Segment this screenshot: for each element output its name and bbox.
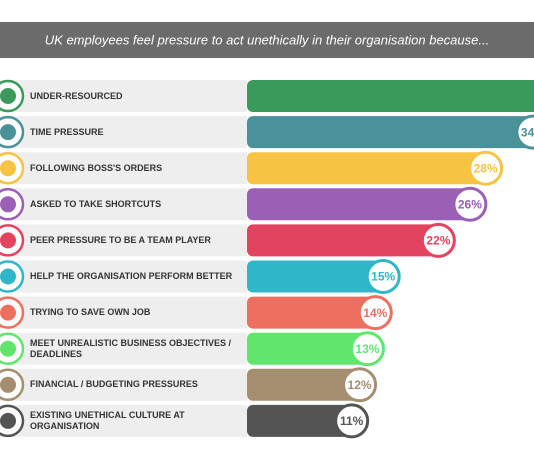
chart-title: UK employees feel pressure to act unethi… — [45, 32, 489, 47]
icon-dot — [0, 304, 16, 321]
value-label: 13% — [355, 342, 379, 356]
value-badge — [515, 114, 534, 150]
label-box: FINANCIAL / BUDGETING PRESSURES — [30, 379, 198, 390]
value-badge — [452, 186, 488, 222]
icon-dot — [0, 268, 16, 285]
bar — [247, 296, 376, 329]
icon-dot — [0, 160, 16, 177]
category-label: HELP THE ORGANISATION PERFORM BETTER — [30, 271, 233, 281]
label-box: FOLLOWING BOSS'S ORDERS — [30, 162, 163, 173]
label-box: PEER PRESSURE TO BE A TEAM PLAYER — [30, 234, 211, 245]
label-box: EXISTING UNETHICAL CULTURE AT ORGANISATI… — [30, 409, 185, 431]
bar — [247, 260, 384, 293]
label-band — [0, 224, 247, 257]
label-band — [0, 296, 247, 329]
category-label: FOLLOWING BOSS'S ORDERS — [30, 162, 163, 173]
label-band — [0, 116, 247, 149]
label-band — [0, 188, 247, 221]
category-label: EXISTING UNETHICAL CULTURE AT ORGANISATI… — [30, 409, 185, 431]
value-label: 14% — [363, 306, 387, 320]
label-box: TIME PRESSURE — [30, 126, 104, 137]
value-badge — [334, 403, 370, 439]
bar — [247, 332, 368, 365]
label-box: MEET UNREALISTIC BUSINESS OBJECTIVES / D… — [30, 337, 232, 359]
value-label: 26% — [458, 197, 482, 211]
bar — [247, 188, 470, 221]
icon-dot — [0, 412, 16, 429]
value-badge — [365, 259, 401, 294]
icon-dot — [0, 376, 16, 393]
bar — [247, 224, 439, 257]
bar — [247, 404, 352, 437]
value-label: 28% — [474, 161, 498, 175]
icon-dot — [0, 124, 16, 141]
icon-dot — [0, 196, 16, 213]
label-band — [0, 332, 247, 365]
category-label: MEET UNREALISTIC BUSINESS OBJECTIVES / D… — [30, 337, 232, 359]
bar — [247, 368, 360, 401]
value-badge — [342, 367, 378, 403]
label-band — [0, 404, 247, 437]
title-banner — [0, 22, 534, 58]
bar — [247, 80, 534, 112]
label-band — [0, 80, 247, 112]
category-label: TIME PRESSURE — [30, 126, 104, 137]
value-badge — [420, 222, 456, 258]
category-label: FINANCIAL / BUDGETING PRESSURES — [30, 379, 198, 390]
value-label: 11% — [340, 414, 364, 428]
value-label: 22% — [426, 234, 450, 248]
value-badge — [349, 331, 385, 367]
category-label: PEER PRESSURE TO BE A TEAM PLAYER — [30, 234, 211, 245]
value-label: 34% — [521, 125, 534, 139]
label-band — [0, 260, 247, 293]
value-badge — [357, 295, 393, 331]
icon-dot — [0, 88, 16, 104]
value-label: 12% — [348, 378, 372, 392]
label-box: TRYING TO SAVE OWN JOB — [30, 307, 151, 318]
label-box: UNDER-RESOURCED — [30, 90, 123, 101]
category-label: UNDER-RESOURCED — [30, 90, 123, 101]
label-band — [0, 368, 247, 401]
category-label: TRYING TO SAVE OWN JOB — [30, 307, 151, 318]
label-band — [0, 152, 247, 185]
label-box: HELP THE ORGANISATION PERFORM BETTER — [30, 271, 233, 281]
label-box: ASKED TO TAKE SHORTCUTS — [30, 198, 162, 209]
bar — [247, 116, 533, 149]
value-badge — [468, 150, 504, 186]
category-label: ASKED TO TAKE SHORTCUTS — [30, 198, 162, 209]
bar — [247, 152, 486, 185]
icon-dot — [0, 232, 16, 249]
value-label: 15% — [371, 270, 395, 284]
icon-dot — [0, 340, 16, 357]
